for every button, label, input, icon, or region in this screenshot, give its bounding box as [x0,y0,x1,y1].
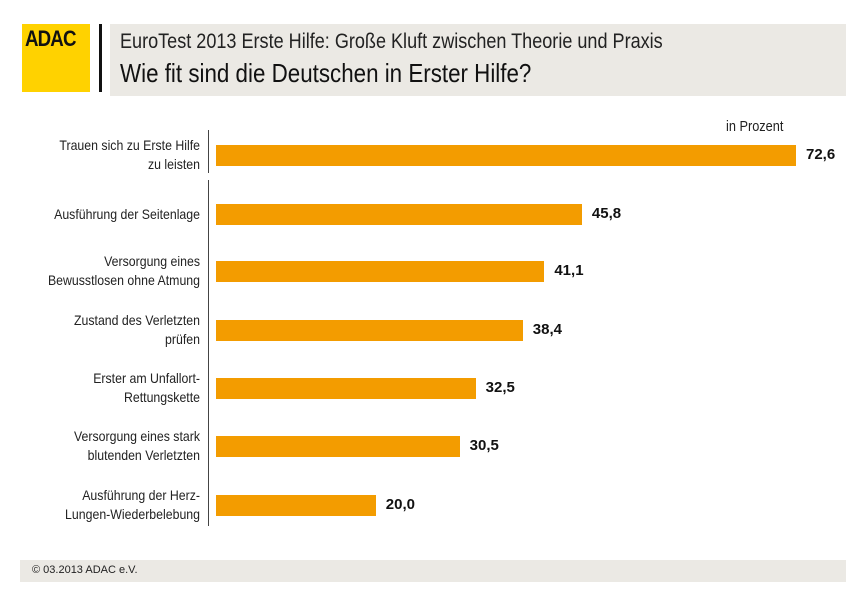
bar [216,261,545,282]
chart-title: Wie fit sind die Deutschen in Erster Hil… [120,58,532,88]
bar [216,495,376,516]
category-label: Erster am Unfallort- Rettungskette [93,370,200,405]
data-label: 32,5 [485,379,515,396]
logo-text: ADAC [25,26,76,51]
footer: © 03.2013 ADAC e.V. [20,560,846,582]
data-label: 30,5 [469,437,499,454]
subtitle: EuroTest 2013 Erste Hilfe: Große Kluft z… [120,30,663,53]
bar [216,436,460,457]
unit-label: in Prozent [726,118,784,135]
adac-logo: ADAC [22,24,90,92]
divider [99,24,102,92]
category-label: Trauen sich zu Erste Hilfe zu leisten [59,137,200,172]
bar [216,320,523,341]
data-label: 72,6 [806,146,836,163]
category-label: Versorgung eines stark blutenden Verletz… [73,428,200,463]
axis-line [208,180,209,526]
data-label: 20,0 [385,496,415,513]
category-label: Versorgung eines Bewusstlosen ohne Atmun… [47,253,200,288]
category-label: Ausführung der Herz- Lungen-Wiederbelebu… [65,487,200,522]
data-label: 38,4 [532,321,562,338]
category-label: Ausführung der Seitenlage [54,205,200,222]
bar [216,145,796,166]
bar [216,378,476,399]
category-label: Zustand des Verletzten prüfen [73,312,200,347]
bar [216,204,582,225]
title-box: EuroTest 2013 Erste Hilfe: Große Kluft z… [110,24,846,96]
data-label: 41,1 [554,262,584,279]
axis-line-top [208,130,209,173]
data-label: 45,8 [591,205,622,222]
copyright: © 03.2013 ADAC e.V. [32,564,138,576]
